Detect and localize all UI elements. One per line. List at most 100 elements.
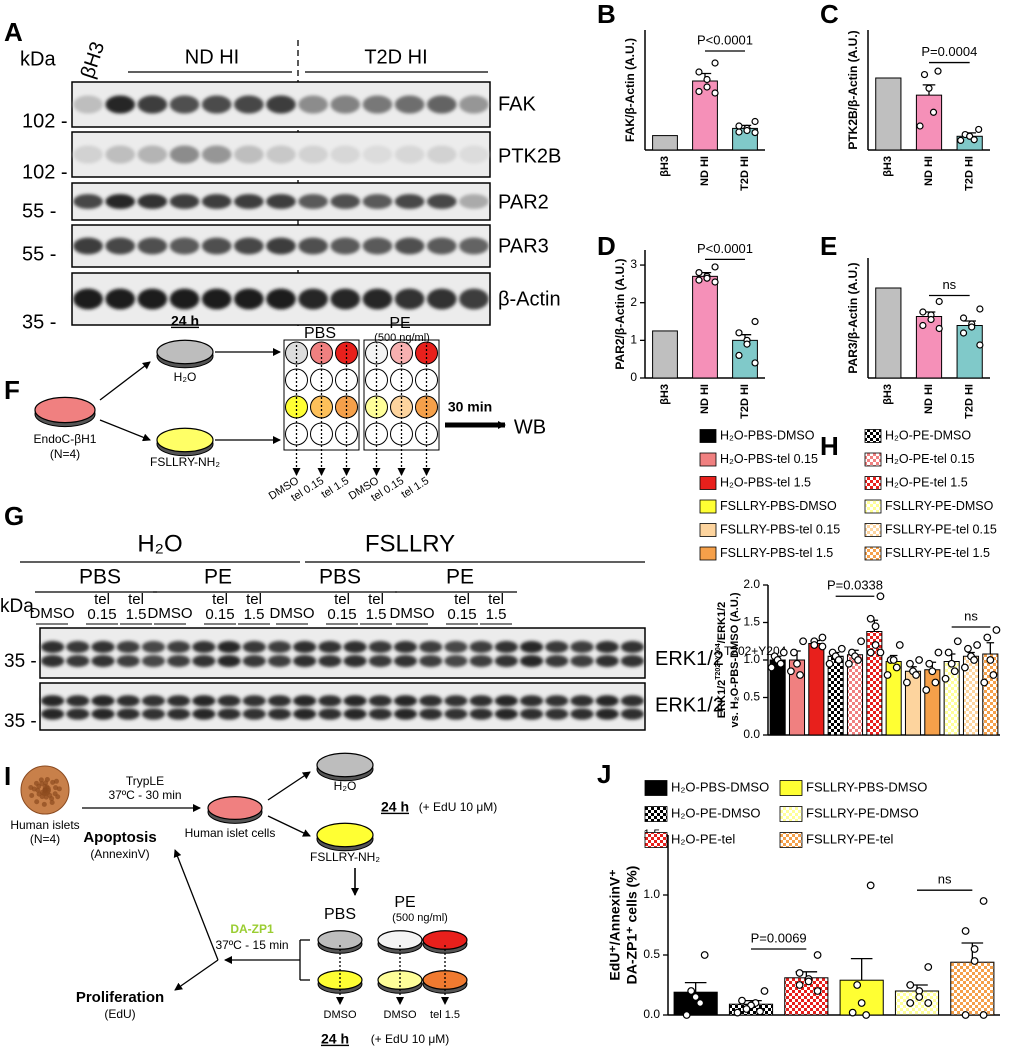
lane-label: tel	[334, 591, 350, 608]
band-label: β-Actin	[498, 288, 561, 310]
legend-label: H₂O-PE-tel	[671, 831, 735, 846]
data-point	[895, 641, 904, 649]
label: PE	[389, 315, 410, 332]
data-point	[695, 276, 703, 284]
data-point	[854, 656, 862, 664]
legend-swatch	[699, 429, 717, 443]
blot-band	[368, 655, 392, 667]
lane-label: 0.15	[327, 606, 356, 623]
blot-band	[116, 695, 140, 707]
bar	[808, 643, 825, 736]
blot-band	[459, 194, 489, 209]
lane-label: DMSO	[270, 605, 315, 622]
blot-band	[141, 708, 166, 720]
data-point	[915, 656, 924, 664]
well	[285, 368, 308, 392]
legend-label: FSLLRY-PE-DMSO	[806, 805, 919, 820]
data-point	[796, 671, 804, 679]
data-point	[700, 951, 709, 959]
data-point	[682, 1011, 691, 1019]
dish	[207, 796, 263, 820]
blot-band	[137, 194, 168, 209]
y-tick-label: 2.0	[743, 577, 760, 591]
significance-label: P=0.0069	[751, 930, 807, 945]
y-tick-label: 1.0	[643, 887, 660, 901]
legend-swatch	[864, 523, 882, 537]
x-tick-label: ND HI	[699, 384, 711, 414]
mw-marker: 102 -	[22, 161, 68, 183]
blot-band	[266, 95, 296, 114]
drug-label: DMSO	[324, 1009, 357, 1021]
blot-band	[545, 655, 569, 667]
islet-texture	[47, 792, 53, 798]
y-axis-label: ERK1/2	[716, 680, 728, 719]
blot	[39, 682, 646, 731]
data-point	[795, 969, 804, 977]
blot-band	[444, 695, 468, 707]
well	[310, 368, 333, 392]
blot-band	[444, 708, 468, 720]
blot-band	[469, 655, 493, 667]
lane-label: 0.15	[87, 606, 116, 623]
blot-band	[141, 695, 166, 707]
data-point	[837, 644, 846, 653]
bar	[692, 275, 718, 379]
blot-band	[393, 641, 418, 653]
blot-band	[105, 288, 136, 310]
data-point	[751, 317, 759, 326]
label: PE	[394, 894, 415, 911]
blot-band	[494, 695, 518, 707]
data-point	[695, 268, 703, 277]
islet-texture	[53, 785, 59, 791]
blot-band	[419, 655, 443, 667]
band-label: ERK1/2T202+Y204	[655, 644, 787, 670]
blot-band	[620, 708, 644, 720]
data-point	[983, 633, 992, 642]
label: DA-ZP1	[230, 922, 274, 936]
blot-band	[116, 641, 140, 653]
y-axis-label: EdU⁺/AnnexinV⁺	[607, 869, 623, 980]
data-point	[950, 667, 959, 676]
data-point	[866, 881, 875, 890]
blot-band	[426, 288, 457, 310]
blot-band	[105, 145, 136, 164]
blot-band	[201, 237, 232, 255]
blot-band	[318, 641, 342, 653]
blot-band	[167, 641, 191, 653]
label: 30 min	[448, 399, 492, 415]
drug-label: tel 1.5	[430, 1009, 460, 1021]
blot-band	[444, 655, 468, 667]
data-point	[711, 59, 719, 67]
label: H₂O	[174, 370, 197, 384]
line	[267, 815, 311, 837]
data-point	[866, 648, 875, 657]
lane-label: 1.5	[244, 606, 265, 623]
label: 37ºC - 30 min	[108, 788, 181, 802]
blot-band	[519, 695, 544, 707]
data-point	[934, 648, 943, 657]
legend-label: FSLLRY-PE-tel	[806, 831, 894, 846]
blot-band	[66, 708, 90, 720]
islet-texture	[55, 794, 61, 800]
y-axis-label: PAR2/β-Actin (A.U.)	[613, 258, 627, 369]
band-label: PTK2B	[498, 145, 561, 167]
error-bar	[986, 642, 995, 654]
islet-texture	[29, 792, 35, 798]
significance-label: P<0.0001	[697, 241, 753, 256]
lane-label: tel	[488, 591, 504, 608]
blot-band	[266, 288, 296, 310]
blot-band	[426, 194, 457, 209]
blot-band	[217, 695, 241, 707]
data-point	[767, 663, 776, 672]
panel-letter: C	[820, 0, 839, 29]
data-point	[980, 678, 989, 687]
bar	[875, 287, 902, 379]
blot-band	[298, 288, 328, 310]
label: kDa	[0, 596, 34, 617]
data-point	[871, 622, 880, 631]
legend-swatch	[779, 806, 803, 822]
blot-band	[444, 641, 468, 653]
mw-marker: 35 -	[4, 651, 37, 672]
dish	[316, 752, 374, 778]
